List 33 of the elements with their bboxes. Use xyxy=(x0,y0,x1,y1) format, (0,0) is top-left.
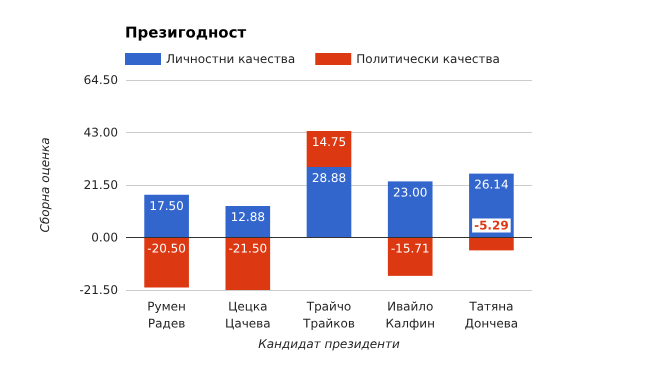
data-label: 14.75 xyxy=(312,134,346,149)
y-tick-label: 0.00 xyxy=(91,230,118,244)
data-label: 26.14 xyxy=(474,178,509,192)
y-tick-label: 64.50 xyxy=(84,73,118,87)
bar xyxy=(144,238,189,288)
chart-title: Презигодност xyxy=(125,24,247,42)
y-tick-label: 21.50 xyxy=(84,178,118,192)
bar xyxy=(388,181,433,238)
data-label: 23.00 xyxy=(393,185,428,200)
data-label: -20.50 xyxy=(147,242,186,256)
legend-label: Личностни качества xyxy=(166,52,296,66)
data-label: -21.50 xyxy=(228,242,268,256)
data-label: 17.50 xyxy=(149,198,184,213)
x-tick-label: Татяна Дончева xyxy=(464,300,518,330)
data-label: 12.88 xyxy=(230,210,265,224)
bar xyxy=(306,166,352,238)
x-tick-label: Ивайло Калфин xyxy=(385,300,435,330)
y-tick-label: -21.50 xyxy=(79,283,118,297)
legend-label: Политически качества xyxy=(356,52,500,66)
bar xyxy=(306,130,352,167)
bar xyxy=(225,238,270,290)
x-axis-title: Кандидат президенти xyxy=(258,337,400,351)
x-tick-label: Цецка Цачева xyxy=(225,300,271,330)
data-label: -5.29 xyxy=(474,218,509,232)
y-axis-title: Сборна оценка xyxy=(38,137,52,233)
data-label: -15.71 xyxy=(390,242,430,256)
bar xyxy=(144,194,189,238)
x-tick-label: Румен Радев xyxy=(147,300,186,330)
bar xyxy=(388,238,433,276)
y-tick-label: 43.00 xyxy=(84,126,118,140)
data-label: 28.88 xyxy=(312,170,346,185)
x-tick-label: Трайчо Трайков xyxy=(302,300,355,330)
bar xyxy=(469,238,514,250)
